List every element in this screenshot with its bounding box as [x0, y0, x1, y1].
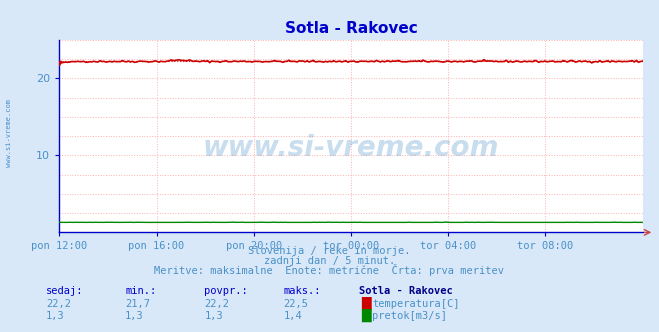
Text: █: █ — [361, 297, 371, 310]
Text: Meritve: maksimalne  Enote: metrične  Črta: prva meritev: Meritve: maksimalne Enote: metrične Črta… — [154, 264, 505, 276]
Text: Sotla - Rakovec: Sotla - Rakovec — [359, 286, 453, 296]
Text: min.:: min.: — [125, 286, 156, 296]
Text: temperatura[C]: temperatura[C] — [372, 299, 460, 309]
Text: █: █ — [361, 309, 371, 322]
Text: 1,3: 1,3 — [125, 311, 144, 321]
Text: 1,3: 1,3 — [204, 311, 223, 321]
Text: Slovenija / reke in morje.: Slovenija / reke in morje. — [248, 246, 411, 256]
Text: 22,2: 22,2 — [204, 299, 229, 309]
Text: zadnji dan / 5 minut.: zadnji dan / 5 minut. — [264, 256, 395, 266]
Text: www.si-vreme.com: www.si-vreme.com — [5, 99, 12, 167]
Text: 1,4: 1,4 — [283, 311, 302, 321]
Text: 1,3: 1,3 — [46, 311, 65, 321]
Text: 22,2: 22,2 — [46, 299, 71, 309]
Text: maks.:: maks.: — [283, 286, 321, 296]
Text: pretok[m3/s]: pretok[m3/s] — [372, 311, 447, 321]
Text: povpr.:: povpr.: — [204, 286, 248, 296]
Text: 21,7: 21,7 — [125, 299, 150, 309]
Title: Sotla - Rakovec: Sotla - Rakovec — [285, 21, 417, 36]
Text: 22,5: 22,5 — [283, 299, 308, 309]
Text: sedaj:: sedaj: — [46, 286, 84, 296]
Text: www.si-vreme.com: www.si-vreme.com — [203, 134, 499, 162]
